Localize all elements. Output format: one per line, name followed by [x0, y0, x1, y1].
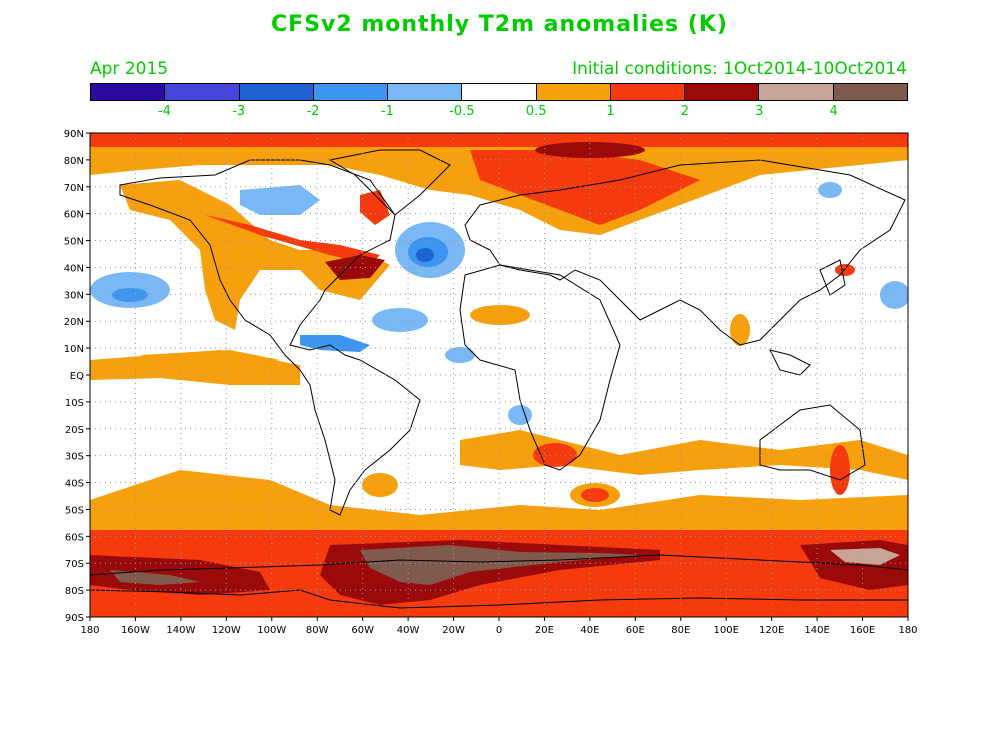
lon-tick-label: 40W — [397, 625, 420, 636]
colorbar-swatch — [462, 84, 537, 100]
colorbar-label: -4 — [157, 104, 171, 119]
colorbar-swatch — [685, 84, 760, 100]
lon-tick-label: 20W — [442, 625, 465, 636]
lat-tick-label: 60N — [64, 210, 84, 221]
lon-tick-label: 100W — [257, 625, 286, 636]
lon-tick-label: 20E — [535, 625, 554, 636]
lat-tick-label: EQ — [70, 371, 84, 382]
lon-tick-label: 0 — [496, 625, 502, 636]
colorbar-label: 4 — [829, 104, 838, 119]
colorbar-label: 3 — [755, 104, 764, 119]
colorbar-swatch — [833, 84, 907, 100]
lon-tick-label: 160E — [850, 625, 875, 636]
lon-tick-label: 80E — [671, 625, 690, 636]
lat-tick-label: 80N — [64, 156, 84, 167]
colorbar-label: -0.5 — [449, 104, 475, 119]
lat-tick-label: 80S — [65, 586, 84, 597]
initial-conditions: Initial conditions: 1Oct2014-10Oct2014 — [572, 59, 907, 79]
colorbar-swatch — [239, 84, 314, 100]
lat-tick-label: 70N — [64, 183, 84, 194]
lat-tick-label: 10N — [64, 344, 84, 355]
axis-ticks — [86, 132, 909, 621]
lon-tick-label: 80W — [306, 625, 329, 636]
colorbar-label: 1 — [606, 104, 615, 119]
longitude-axis: 180 160W 140W 120W 100W 80W 60W 40W 20W 0 20E 40E 60… — [80, 625, 917, 636]
lat-tick-label: 40S — [65, 479, 84, 490]
lat-tick-label: 40N — [64, 263, 84, 274]
lon-tick-label: 140W — [166, 625, 195, 636]
colorbar-label: 2 — [680, 104, 690, 119]
lat-tick-label: 30S — [65, 452, 84, 463]
forecast-month: Apr 2015 — [90, 59, 169, 79]
colorbar-label: -1 — [380, 104, 394, 119]
coastlines — [90, 149, 908, 609]
lon-tick-label: 140E — [804, 625, 829, 636]
colorbar-swatch — [536, 84, 611, 100]
lon-tick-label: 60E — [626, 625, 645, 636]
colorbar — [90, 83, 908, 101]
lat-tick-label: 50S — [65, 505, 84, 516]
lat-tick-label: 50N — [64, 237, 84, 248]
colorbar-swatch — [313, 84, 389, 100]
lon-tick-label: 120E — [759, 625, 784, 636]
lat-tick-label: 30N — [64, 290, 84, 301]
chart-title: CFSv2 monthly T2m anomalies (K) — [271, 12, 728, 37]
lat-tick-label: 70S — [65, 559, 84, 570]
lat-tick-label: 90S — [65, 613, 84, 624]
lat-tick-label: 20N — [64, 317, 84, 328]
graticule — [90, 133, 908, 617]
lon-tick-label: 180 — [898, 625, 917, 636]
lon-tick-label: 40E — [580, 625, 599, 636]
lon-tick-label: 160W — [121, 625, 150, 636]
lat-tick-label: 20S — [65, 425, 84, 436]
colorbar-label: -2 — [306, 104, 320, 119]
colorbar-swatch — [610, 84, 686, 100]
latitude-axis: 90N 80N 70N 60N 50N 40N 30N 20N 10N EQ 10S 20S 30S 40… — [64, 129, 84, 624]
lon-tick-label: 100E — [714, 625, 739, 636]
colorbar-swatch — [165, 84, 240, 100]
lon-tick-label: 60W — [351, 625, 374, 636]
lat-tick-label: 90N — [64, 129, 84, 140]
colorbar-swatch — [759, 84, 834, 100]
lat-tick-label: 60S — [65, 532, 84, 543]
lon-tick-label: 120W — [212, 625, 241, 636]
colorbar-label: 0.5 — [525, 104, 547, 119]
colorbar-swatch — [388, 84, 463, 100]
colorbar-labels: -4 -3 -2 -1 -0.5 0.5 1 2 3 4 — [90, 104, 908, 120]
lat-tick-label: 10S — [65, 398, 84, 409]
colorbar-swatch — [91, 84, 166, 100]
lon-tick-label: 180 — [80, 625, 99, 636]
colorbar-label: -3 — [232, 104, 246, 119]
